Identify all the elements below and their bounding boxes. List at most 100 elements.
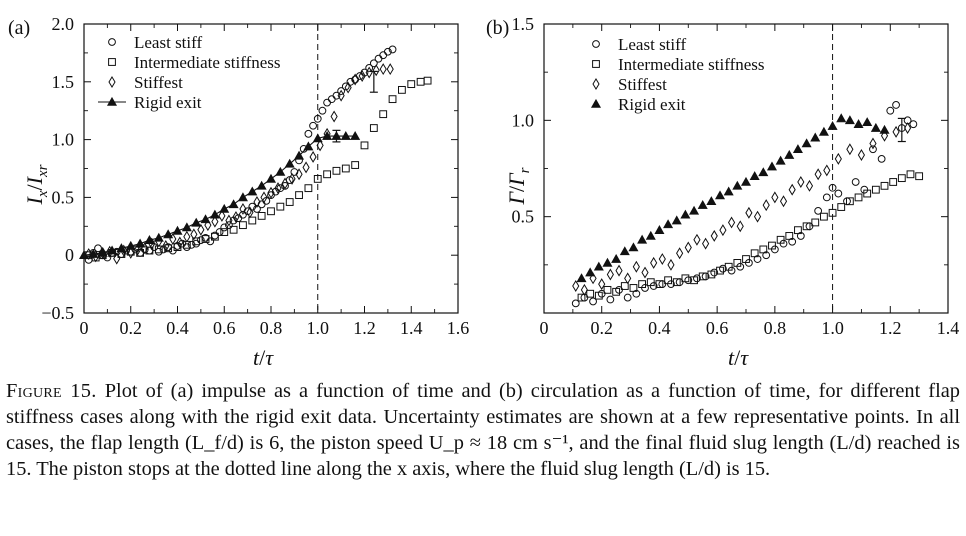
legend-label: Rigid exit	[618, 95, 686, 114]
x-tick-label: 1.0	[821, 318, 844, 338]
y-tick-label: 1.5	[52, 72, 75, 92]
data-point	[229, 225, 238, 234]
legend-label: Intermediate stiffness	[618, 55, 765, 74]
data-point	[892, 101, 900, 109]
data-point	[615, 264, 623, 277]
data-point	[645, 230, 656, 240]
data-point	[232, 211, 240, 224]
data-point	[796, 232, 805, 240]
data-point	[281, 177, 289, 190]
data-point	[330, 110, 338, 123]
data-point	[619, 246, 630, 256]
data-point	[880, 129, 889, 142]
data-point	[153, 232, 164, 242]
data-point	[337, 87, 346, 95]
x-tick-label: 1.6	[447, 318, 470, 338]
data-point	[710, 229, 718, 242]
data-point	[792, 144, 803, 154]
data-point	[820, 212, 828, 221]
data-point	[892, 125, 900, 138]
data-point	[690, 276, 698, 285]
data-point	[107, 245, 118, 255]
panel-label: (b)	[486, 17, 509, 39]
data-point	[589, 272, 597, 285]
data-point	[646, 278, 655, 287]
data-point	[732, 180, 743, 190]
data-point	[386, 63, 394, 76]
error-bar	[897, 117, 906, 143]
data-point	[172, 225, 183, 235]
data-point	[736, 220, 744, 233]
data-point	[750, 249, 759, 258]
data-point	[423, 76, 432, 85]
data-point	[312, 133, 323, 143]
data-point	[369, 59, 378, 68]
data-point	[191, 217, 202, 227]
data-point	[358, 70, 366, 82]
data-point	[248, 216, 257, 225]
legend-label: Intermediate stiffness	[134, 53, 281, 72]
data-point	[237, 192, 248, 202]
y-tick-label: 1.0	[52, 130, 75, 150]
legend-marker	[108, 58, 116, 66]
data-point	[844, 115, 855, 125]
data-point	[909, 120, 918, 129]
data-point	[247, 186, 258, 196]
x-tick-label: 1.4	[937, 318, 960, 338]
data-point	[707, 270, 716, 279]
data-point	[332, 166, 341, 175]
data-point	[663, 219, 674, 229]
data-point	[196, 236, 205, 245]
x-tick-label: 1.0	[307, 318, 330, 338]
data-point	[246, 206, 254, 219]
data-point	[388, 95, 397, 104]
data-point	[794, 226, 802, 235]
data-point	[684, 276, 693, 285]
data-point	[192, 239, 201, 248]
data-point	[332, 91, 341, 100]
data-point	[723, 186, 734, 196]
y-tick-label: 1.0	[512, 110, 535, 130]
data-point	[676, 247, 684, 260]
data-point	[693, 274, 701, 283]
data-point	[276, 184, 285, 193]
data-point	[576, 273, 587, 283]
data-point	[309, 150, 317, 163]
data-point	[623, 293, 632, 302]
data-point	[886, 106, 895, 115]
data-point	[379, 51, 388, 60]
data-point	[327, 95, 336, 104]
data-point	[323, 170, 332, 179]
data-point	[877, 154, 886, 163]
data-point	[779, 195, 788, 208]
data-point	[629, 284, 638, 292]
data-point	[594, 291, 603, 300]
data-point	[689, 205, 700, 215]
data-point	[134, 243, 142, 256]
y-axis-label: Ix/Ixr	[22, 164, 51, 205]
data-point	[340, 131, 351, 140]
data-point	[766, 161, 777, 171]
data-point	[698, 272, 707, 281]
data-point	[915, 172, 924, 181]
x-tick-label: 1.2	[879, 318, 902, 338]
data-point	[267, 207, 275, 216]
panel-b-circulation-chart: 0 0.2 0.4 0.6 0.8 1.0 1.2 1.4 0.5 1.0 1.5 Least sti…	[486, 14, 959, 370]
data-point	[612, 287, 621, 296]
data-point	[828, 208, 837, 217]
data-point	[810, 132, 821, 142]
data-point	[181, 222, 192, 232]
data-point	[851, 178, 860, 186]
data-point	[611, 253, 622, 263]
data-point	[788, 237, 797, 246]
series-rigid-exit	[78, 131, 361, 259]
data-point	[814, 168, 822, 181]
x-tick-label: 0	[80, 318, 89, 338]
data-point	[162, 239, 170, 252]
y-tick-label: 0.5	[512, 207, 535, 227]
y-tick-label: 0.5	[52, 187, 75, 207]
data-point	[571, 299, 580, 308]
data-point	[295, 191, 303, 199]
